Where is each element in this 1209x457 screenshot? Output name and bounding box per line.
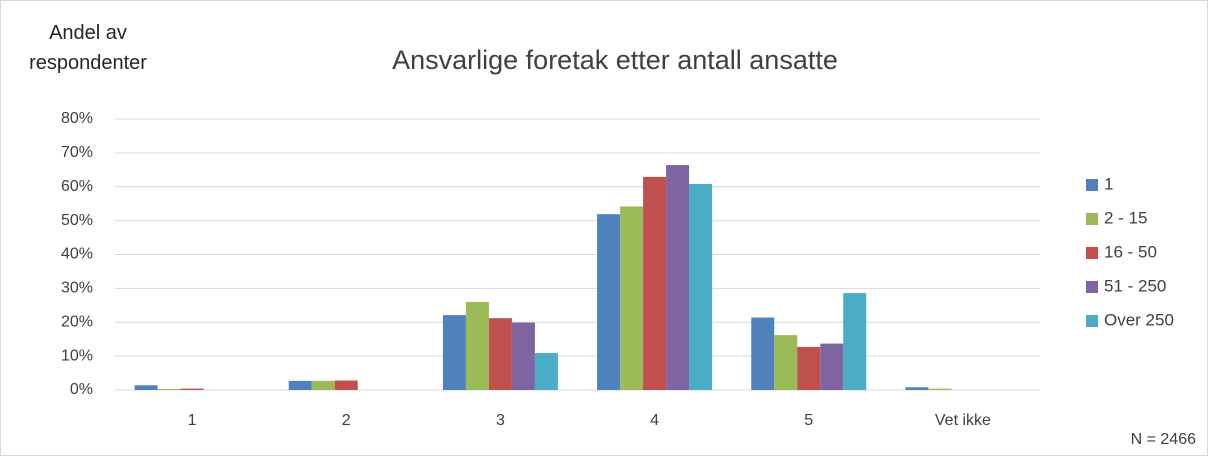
bar <box>643 176 667 390</box>
x-tick-label: 4 <box>650 412 659 429</box>
y-axis-label: Andel av respondenter <box>29 22 147 74</box>
legend-label: 51 - 250 <box>1104 276 1166 295</box>
y-tick-label: 50% <box>61 212 93 229</box>
y-tick-label: 30% <box>61 280 93 297</box>
legend-label: 1 <box>1104 174 1113 193</box>
bar <box>797 346 821 390</box>
bar <box>751 317 775 390</box>
annotation: N = 2466 <box>1131 431 1196 448</box>
bar <box>666 165 690 390</box>
bar <box>905 387 929 390</box>
x-tick-label: 5 <box>804 412 813 429</box>
y-tick-label: 20% <box>61 313 93 330</box>
bar <box>288 380 312 390</box>
bar <box>534 353 558 390</box>
bar <box>820 343 844 390</box>
bar <box>157 388 181 390</box>
y-tick-label: 40% <box>61 246 93 263</box>
bar <box>928 388 952 390</box>
bar <box>442 315 466 390</box>
bar <box>843 293 867 390</box>
y-tick-label: 10% <box>61 347 93 364</box>
bar <box>511 322 535 390</box>
legend-label: 2 - 15 <box>1104 208 1147 227</box>
bar <box>180 388 204 390</box>
bar <box>334 380 358 390</box>
legend-swatch <box>1086 213 1098 225</box>
bar <box>774 335 798 390</box>
bar <box>488 318 512 390</box>
x-tick-label: 1 <box>188 412 197 429</box>
x-tick-label: 2 <box>342 412 351 429</box>
legend-swatch <box>1086 179 1098 191</box>
legend-swatch <box>1086 315 1098 327</box>
x-tick-label: 3 <box>496 412 505 429</box>
bar <box>620 206 644 390</box>
legend-swatch <box>1086 247 1098 259</box>
chart-title: Ansvarlige foretak etter antall ansatte <box>392 45 838 75</box>
y-tick-label: 60% <box>61 178 93 195</box>
bar <box>689 184 713 390</box>
y-tick-label: 0% <box>70 381 93 398</box>
legend-label: 16 - 50 <box>1104 242 1157 261</box>
bar <box>465 301 489 390</box>
x-tick-label: Vet ikke <box>935 412 991 429</box>
y-tick-label: 70% <box>61 144 93 161</box>
legend-label: Over 250 <box>1104 310 1174 329</box>
bar <box>311 380 335 390</box>
bar <box>597 214 621 390</box>
y-tick-label: 80% <box>61 110 93 127</box>
bar <box>134 385 158 390</box>
legend-swatch <box>1086 281 1098 293</box>
